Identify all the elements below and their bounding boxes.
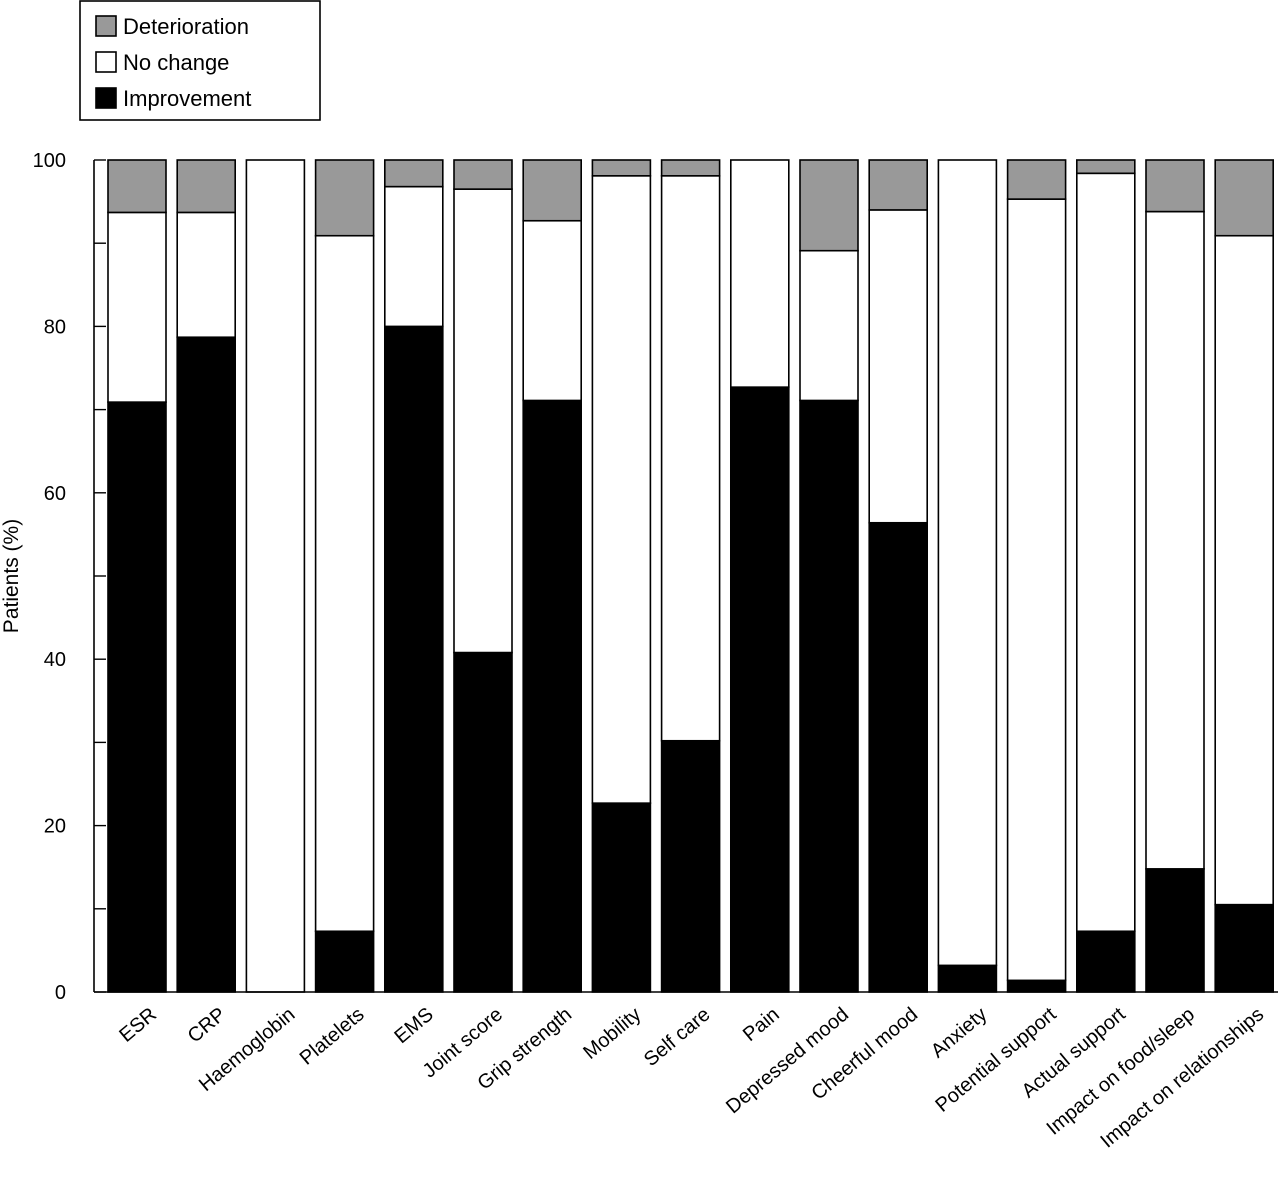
y-tick-label: 80 xyxy=(44,316,66,338)
y-tick-label: 0 xyxy=(55,982,66,1004)
legend-label-improvement: Improvement xyxy=(123,86,251,111)
y-tick-label: 60 xyxy=(44,483,66,505)
y-axis: 0 20 40 60 80 100 xyxy=(33,150,1278,1004)
bar-segment-improvement xyxy=(1006,979,1067,993)
x-tick-label: Anxiety xyxy=(927,1003,991,1062)
bar-segment-deterioration xyxy=(176,159,236,214)
bar-segment-improvement xyxy=(1214,903,1274,993)
x-tick-label: Depressed mood xyxy=(722,1003,853,1118)
bar-segment-no-change xyxy=(1006,198,1067,982)
bar-segment-no-change xyxy=(591,175,652,804)
legend-swatch-no-change xyxy=(95,51,117,73)
bar-segment-improvement xyxy=(314,930,375,993)
bar-segment-deterioration xyxy=(1076,159,1136,175)
y-tick-label: 100 xyxy=(33,150,66,172)
y-tick-label: 40 xyxy=(44,649,66,671)
bar-segment-improvement xyxy=(937,964,998,993)
bar-segment-no-change xyxy=(937,159,998,967)
bar-segment-deterioration xyxy=(1145,159,1205,213)
x-tick-label: Pain xyxy=(739,1003,784,1046)
bar-segment-no-change xyxy=(176,211,236,339)
x-tick-label: CRP xyxy=(184,1003,230,1047)
x-tick-label: Mobility xyxy=(579,1003,645,1063)
x-tick-label: Platelets xyxy=(296,1003,369,1069)
bar-segment-no-change xyxy=(107,211,167,403)
legend-swatch-improvement xyxy=(95,87,117,109)
bar-segment-deterioration xyxy=(314,159,375,237)
bar-segment-deterioration xyxy=(1006,159,1067,200)
bar-segment-improvement xyxy=(868,521,929,993)
legend-label-no-change: No change xyxy=(123,50,229,75)
bar-segment-improvement xyxy=(383,325,444,993)
legend-swatch-deterioration xyxy=(95,15,117,37)
bar-segment-no-change xyxy=(383,185,444,328)
bar-segment-improvement xyxy=(799,399,859,993)
bar-segment-no-change xyxy=(660,175,721,742)
bar-segment-no-change xyxy=(729,159,790,388)
bar-segment-deterioration xyxy=(1214,159,1274,237)
legend-box xyxy=(79,0,321,121)
bar-segment-deterioration xyxy=(868,159,929,211)
bar-segment-no-change xyxy=(314,234,375,933)
bar-segment-no-change xyxy=(453,188,513,654)
bar-segment-deterioration xyxy=(799,159,859,252)
y-tick-label: 20 xyxy=(44,816,66,838)
bar-segment-improvement xyxy=(176,336,236,993)
bar-segment-no-change xyxy=(799,249,859,402)
bar-segment-no-change xyxy=(522,219,583,402)
legend-label-deterioration: Deterioration xyxy=(123,14,249,39)
bar-segment-deterioration xyxy=(591,159,652,177)
bar-segment-deterioration xyxy=(660,159,721,177)
bar-segment-improvement xyxy=(1076,930,1136,993)
bar-segment-improvement xyxy=(660,739,721,993)
bar-segment-no-change xyxy=(868,209,929,524)
bar-segment-no-change xyxy=(1145,210,1205,870)
y-axis-label: Patients (%) xyxy=(0,519,23,633)
bar-segment-deterioration xyxy=(107,159,167,214)
x-tick-label: ESR xyxy=(115,1003,161,1046)
bar-segment-no-change xyxy=(245,159,306,993)
x-tick-label: Potential support xyxy=(931,1003,1060,1117)
bar-segment-improvement xyxy=(522,399,583,993)
x-tick-label: EMS xyxy=(390,1003,437,1048)
legend: Deterioration No change Improvement xyxy=(79,0,321,121)
bar-segment-deterioration xyxy=(383,159,444,188)
bar-segment-improvement xyxy=(591,802,652,993)
bar-segment-no-change xyxy=(1214,234,1274,906)
bars-group xyxy=(107,159,1274,993)
x-tick-label: Self care xyxy=(640,1003,715,1071)
bar-segment-deterioration xyxy=(453,159,513,190)
bar-segment-improvement xyxy=(453,651,513,993)
bar-segment-deterioration xyxy=(522,159,583,222)
bar-segment-improvement xyxy=(729,386,790,993)
bar-segment-improvement xyxy=(107,401,167,993)
bar-segment-improvement xyxy=(1145,868,1205,993)
bar-segment-no-change xyxy=(1076,172,1136,933)
